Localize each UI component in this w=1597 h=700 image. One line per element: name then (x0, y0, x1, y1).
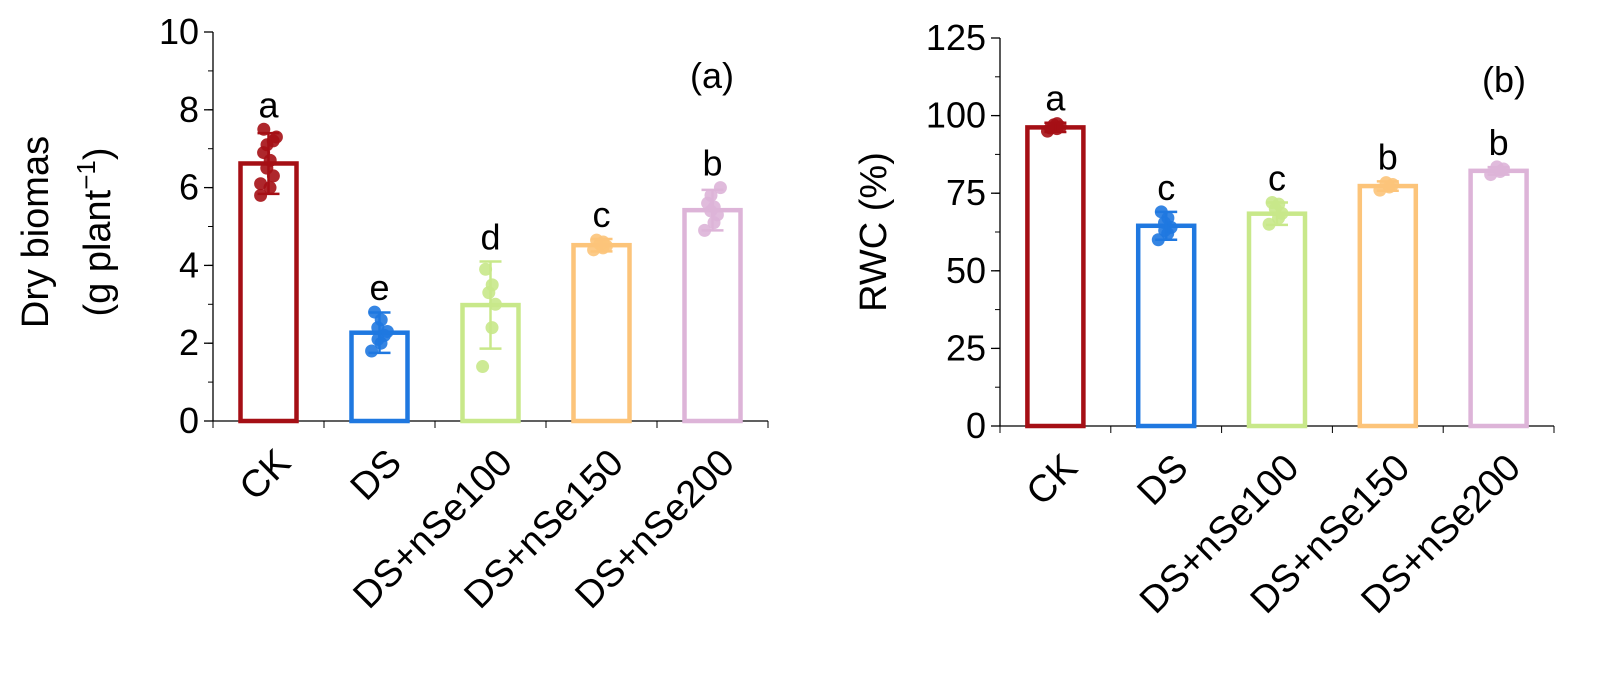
panel-b-y-tick-label: 50 (946, 250, 986, 291)
panel-a-point-DS+nSe200 (704, 188, 718, 202)
panel-b-bar-DS+nSe200 (1468, 168, 1529, 429)
panel-b-sig-letter-DS+nSe150: b (1378, 136, 1398, 177)
panel-b-sig-letter-CK: a (1045, 78, 1066, 119)
panel-b-bar-DS (1135, 223, 1197, 429)
panel-a-sig-letter-CK: a (258, 84, 279, 125)
panel-b-y-tick-label: 25 (946, 327, 986, 368)
panel-b-y-tick-label: 125 (926, 17, 986, 58)
panel-a-y-tick-label: 10 (159, 11, 199, 52)
panel-b-y-tick-label: 100 (926, 95, 986, 136)
panel-a-point-DS (371, 332, 385, 346)
panel-a-sig-letter-DS+nSe150: c (593, 194, 611, 235)
panel-a-sig-letter-DS+nSe100: d (480, 217, 500, 258)
panel-a-sig-letter-DS: e (369, 267, 389, 308)
panel-b-bar-CK (1025, 125, 1086, 429)
panel-a-point-CK (266, 134, 280, 148)
panel-a-point-CK (254, 188, 268, 202)
panel-b-sig-letter-DS+nSe100: c (1268, 158, 1286, 199)
panel-a-x-tick-label-CK: CK (232, 442, 299, 509)
panel-a-y-tick-label: 4 (179, 244, 199, 285)
panel-a-ylabel-close: ) (77, 147, 119, 160)
panel-b-sig-letter-DS: c (1157, 167, 1175, 208)
panel-a-point-CK (254, 177, 268, 191)
panel-b-y-tick-label: 75 (946, 172, 986, 213)
panel-a-label: (a) (690, 55, 734, 96)
panel-a-y-tick-label: 0 (179, 400, 199, 441)
panel-b-ylabel: RWC (%) (853, 152, 895, 312)
panel-b-y-tick-label: 0 (966, 405, 986, 446)
panel-b-bar-DS+nSe150 (1357, 183, 1419, 429)
panel-a-point-DS+nSe100 (485, 321, 499, 335)
panel-a-chart: Dry biomas (g plant−1) (a) 0 2 4 6 8 10 a CK e DS… (15, 11, 769, 617)
panel-b-x-tick-label-DS: DS (1130, 447, 1197, 514)
panel-b-chart: RWC (%) (b) 0255075100125aCKcDScDS+nSe10… (853, 17, 1555, 622)
panel-a-bar-DS+nSe200 (682, 207, 743, 424)
panel-a-bar-DS+nSe150 (571, 242, 632, 424)
panel-b-label: (b) (1482, 59, 1526, 100)
panel-a-x-tick-label-DS: DS (343, 442, 410, 509)
panel-a-ylabel-line2-main: (g plant (77, 189, 119, 316)
panel-b-bar-DS+nSe100 (1246, 211, 1308, 429)
panel-a-bar-CK (238, 161, 299, 424)
panel-a-ylabel-line2: (g plant−1) (71, 147, 119, 316)
panel-a-y-tick-label: 2 (179, 322, 199, 363)
panel-b-x-tick-label-CK: CK (1019, 447, 1086, 514)
panel-a-point-DS (365, 344, 379, 358)
panel-a-ylabel-superscript: −1 (71, 160, 101, 190)
panel-a-point-DS+nSe100 (485, 278, 499, 292)
panel-a-y-tick-label: 8 (179, 89, 199, 130)
panel-a-sig-letter-DS+nSe200: b (702, 143, 722, 184)
panel-a-point-DS+nSe100 (479, 262, 493, 276)
panel-b-sig-letter-DS+nSe200: b (1489, 122, 1509, 163)
panel-a-point-DS (380, 325, 394, 339)
panel-a-point-DS+nSe100 (476, 360, 490, 374)
panel-a-point-DS+nSe100 (488, 297, 502, 311)
panel-a-y-tick-label: 6 (179, 167, 199, 208)
panel-a-ylabel-line1: Dry biomas (15, 136, 57, 328)
panel-b-point-DS (1158, 223, 1172, 237)
